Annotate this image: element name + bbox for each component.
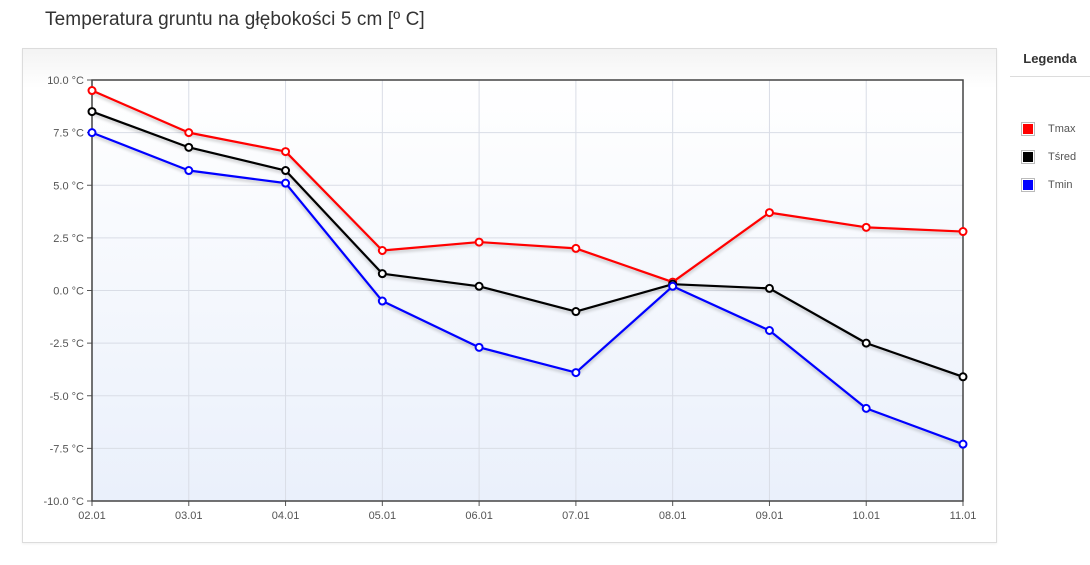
plot-frame [91,79,964,502]
legend-list: Tmax Tśred Tmin [1010,115,1090,199]
data-point-tmin[interactable] [958,439,968,449]
data-point-tmin[interactable] [571,368,581,378]
y-tick-label: 5.0 °C [53,180,84,192]
data-point-tmax[interactable] [474,237,484,247]
x-tick-label: 09.01 [756,510,784,522]
temperature-line-chart: 10.0 °C 7.5 °C 5.0 °C 2.5 °C 0.0 °C -2.5 °C -5… [44,75,977,522]
legend-item-tmax[interactable]: Tmax [1021,115,1090,143]
y-tick-label: 2.5 °C [53,233,84,245]
data-point-t-red[interactable] [861,338,871,348]
data-point-tmin[interactable] [861,403,871,413]
y-tick-label: -7.5 °C [50,443,84,455]
legend-swatch-tsred [1021,150,1035,164]
y-tick-label: -5.0 °C [50,391,84,403]
legend-title: Legenda [1010,48,1090,77]
data-point-tmax[interactable] [861,222,871,232]
y-tick-label: 10.0 °C [47,75,84,87]
data-point-t-red[interactable] [184,142,194,152]
y-tick-label: -2.5 °C [50,338,84,350]
page-title: Temperatura gruntu na głębokości 5 cm [º… [45,9,425,30]
y-tick-label: 7.5 °C [53,128,84,140]
series-lines [87,86,968,449]
series-line-tmax[interactable] [91,89,964,284]
data-point-t-red[interactable] [571,307,581,317]
legend-label-tsred: Tśred [1048,151,1077,163]
x-tick-label: 04.01 [272,510,300,522]
axes [87,79,964,506]
legend-panel: Legenda Tmax Tśred Tmin [1010,48,1090,199]
data-point-t-red[interactable] [958,372,968,382]
chart-card: 10.0 °C 7.5 °C 5.0 °C 2.5 °C 0.0 °C -2.5 °C -5… [22,48,997,543]
data-point-tmax[interactable] [87,86,97,96]
x-tick-label: 11.01 [950,510,977,522]
data-point-tmin[interactable] [377,296,387,306]
data-point-tmin[interactable] [474,342,484,352]
series-t-red [87,107,968,382]
series-line-tmin[interactable] [91,131,964,446]
x-tick-label: 07.01 [562,510,590,522]
x-tick-label: 08.01 [659,510,687,522]
x-tick-label: 10.01 [852,510,880,522]
data-point-t-red[interactable] [764,283,774,293]
x-tick-label: 03.01 [175,510,203,522]
legend-label-tmin: Tmin [1048,179,1073,191]
data-point-tmin[interactable] [184,166,194,176]
data-point-tmax[interactable] [377,246,387,256]
data-point-tmax[interactable] [958,227,968,237]
data-point-tmax[interactable] [764,208,774,218]
data-point-t-red[interactable] [474,281,484,291]
legend-label-tmax: Tmax [1048,123,1076,135]
legend-item-tmin[interactable]: Tmin [1021,171,1090,199]
y-tick-label: -10.0 °C [44,496,85,508]
data-point-tmin[interactable] [281,178,291,188]
series-tmax [87,86,968,287]
data-point-tmax[interactable] [571,243,581,253]
data-point-t-red[interactable] [377,269,387,279]
data-point-tmax[interactable] [184,128,194,138]
axis-labels: 10.0 °C 7.5 °C 5.0 °C 2.5 °C 0.0 °C -2.5 °C -5… [44,75,977,522]
legend-swatch-tmax [1021,122,1035,136]
legend-swatch-tmin [1021,178,1035,192]
data-point-tmin[interactable] [668,281,678,291]
data-point-tmin[interactable] [764,325,774,335]
series-line-t-red[interactable] [91,110,964,378]
x-tick-label: 02.01 [78,510,106,522]
series-tmin [87,128,968,449]
legend-item-tsred[interactable]: Tśred [1021,143,1090,171]
y-tick-label: 0.0 °C [53,286,84,298]
x-tick-label: 06.01 [465,510,493,522]
data-point-t-red[interactable] [281,166,291,176]
data-point-t-red[interactable] [87,107,97,117]
data-point-tmax[interactable] [281,147,291,157]
x-tick-label: 05.01 [369,510,397,522]
data-point-tmin[interactable] [87,128,97,138]
